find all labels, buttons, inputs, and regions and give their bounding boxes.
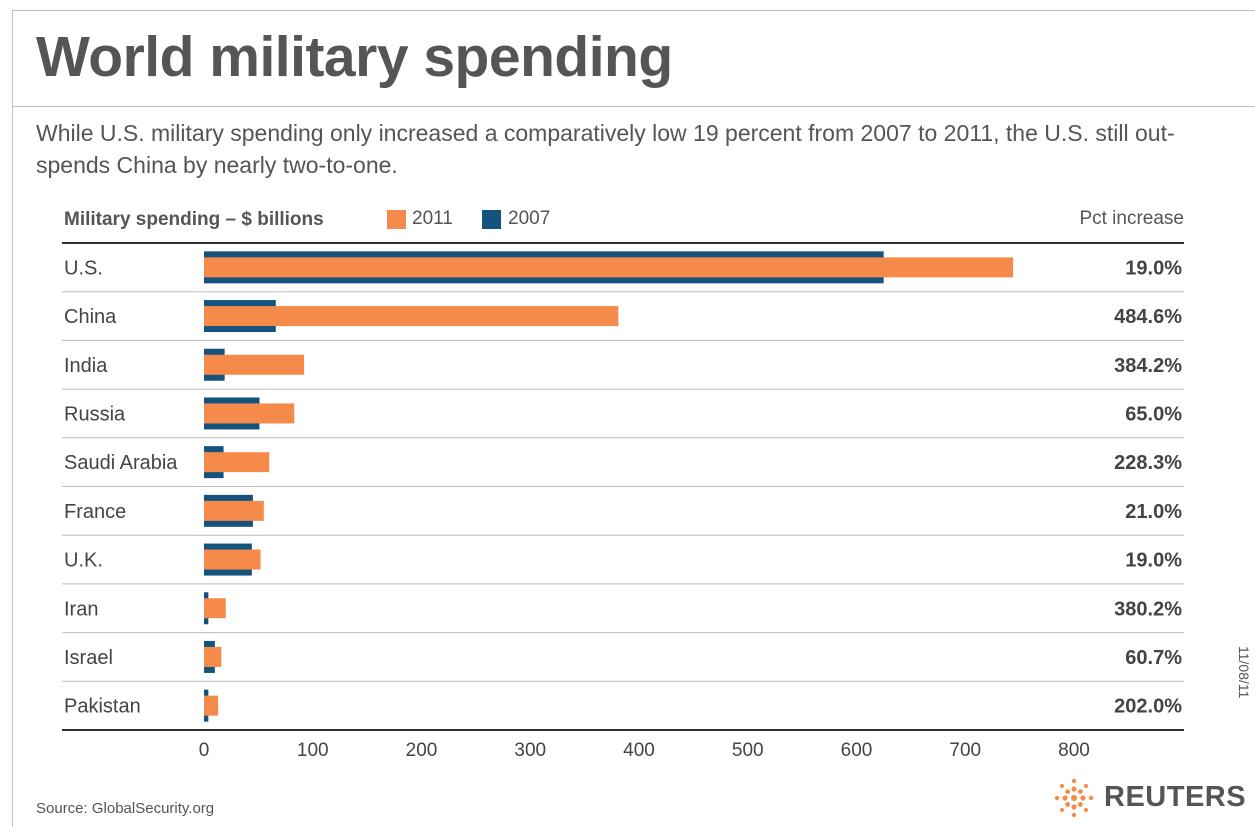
x-tick-label: 400 xyxy=(623,740,655,761)
legend-title: Military spending – $ billions xyxy=(64,209,324,230)
category-label: Iran xyxy=(64,598,98,620)
pct-increase-label: 19.0% xyxy=(1125,257,1182,279)
legend-label-2011: 2011 xyxy=(412,208,453,229)
category-label: Russia xyxy=(64,403,126,425)
chart-title: World military spending xyxy=(36,25,673,89)
pct-increase-label: 384.2% xyxy=(1114,355,1182,377)
pct-increase-label: 19.0% xyxy=(1125,550,1182,572)
x-tick-label: 100 xyxy=(297,740,329,761)
x-tick-label: 600 xyxy=(841,740,873,761)
x-tick-label: 300 xyxy=(514,740,546,761)
reuters-logo-icon xyxy=(1054,778,1094,818)
reuters-logo: REUTERS xyxy=(1050,776,1247,820)
pct-increase-label: 202.0% xyxy=(1114,696,1182,718)
bar-2011 xyxy=(204,452,270,473)
bar-2011 xyxy=(204,598,226,619)
pct-increase-label: 484.6% xyxy=(1114,306,1182,328)
legend-label-2007: 2007 xyxy=(508,208,551,229)
category-label: U.S. xyxy=(64,257,103,279)
legend: Military spending – $ billions 2011 2007… xyxy=(64,207,1184,233)
category-label: China xyxy=(64,306,117,328)
bar-2011 xyxy=(204,500,264,521)
bar-2011 xyxy=(204,549,261,570)
category-label: Saudi Arabia xyxy=(64,452,178,474)
category-label: Pakistan xyxy=(64,696,141,718)
chart-subtitle: While U.S. military spending only increa… xyxy=(36,120,1175,178)
x-tick-label: 200 xyxy=(406,740,438,761)
pct-increase-label: 380.2% xyxy=(1114,598,1182,620)
x-tick-label: 700 xyxy=(949,740,981,761)
title-divider xyxy=(12,106,1255,107)
bar-2011 xyxy=(204,257,1014,278)
reuters-logo-text: REUTERS xyxy=(1104,781,1247,813)
pct-increase-label: 60.7% xyxy=(1125,647,1182,669)
x-tick-label: 500 xyxy=(732,740,764,761)
category-label: Israel xyxy=(64,647,113,669)
pct-increase-label: 65.0% xyxy=(1125,403,1182,425)
category-label: U.K. xyxy=(64,550,103,572)
bar-2011 xyxy=(204,646,222,667)
legend-swatch-2007 xyxy=(482,210,501,229)
bar-2011 xyxy=(204,403,295,424)
source-note: Source: GlobalSecurity.org xyxy=(36,800,215,817)
pct-increase-label: 228.3% xyxy=(1114,452,1182,474)
x-tick-label: 0 xyxy=(199,740,210,761)
frame-left-border xyxy=(12,10,13,827)
pct-increase-header: Pct increase xyxy=(1079,208,1184,229)
date-stamp: 11/08/11 xyxy=(1236,646,1252,699)
bar-2011 xyxy=(204,354,305,375)
bar-2011 xyxy=(204,695,219,716)
category-label: India xyxy=(64,355,108,377)
x-tick-label: 800 xyxy=(1058,740,1090,761)
frame-top-border xyxy=(12,10,1255,11)
category-label: France xyxy=(64,501,126,523)
bar-2011 xyxy=(204,306,619,327)
legend-swatch-2011 xyxy=(387,210,406,229)
pct-increase-label: 21.0% xyxy=(1125,501,1182,523)
